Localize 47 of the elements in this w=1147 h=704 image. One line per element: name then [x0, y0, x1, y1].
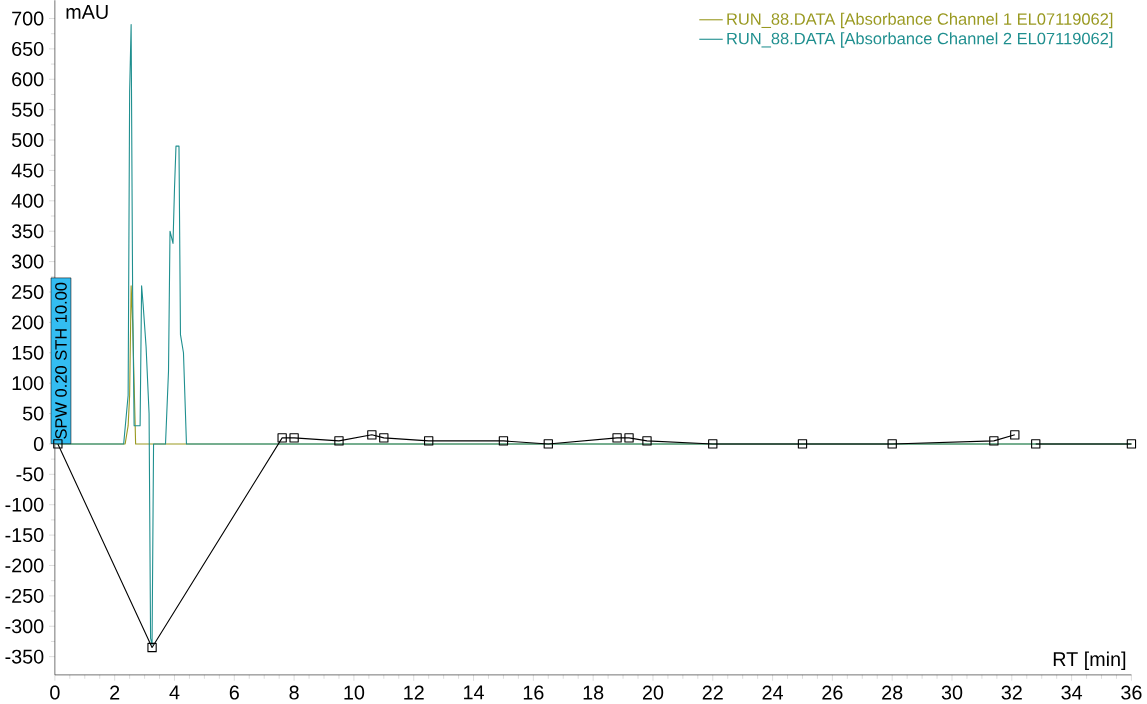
- x-tick-label: 24: [762, 685, 783, 700]
- x-tick-label: 32: [1001, 685, 1022, 700]
- x-axis-title: RT [min]: [1053, 651, 1126, 670]
- y-tick-label: 300: [11, 254, 44, 269]
- x-tick-label: 16: [523, 685, 544, 700]
- y-tick-label: -350: [5, 649, 44, 664]
- y-tick-label: 0: [33, 436, 44, 451]
- x-tick-label: 6: [229, 685, 239, 700]
- y-tick-label: 450: [11, 163, 44, 178]
- y-tick-label: 350: [11, 224, 44, 239]
- y-axis-title: mAU: [66, 5, 108, 19]
- x-tick-label: 18: [583, 685, 604, 700]
- x-tick-label: 2: [110, 685, 120, 700]
- y-tick-label: 600: [12, 72, 44, 87]
- x-tick-label: 8: [289, 685, 299, 700]
- x-tick-label: 10: [344, 685, 365, 700]
- y-tick-label: -300: [5, 619, 44, 634]
- y-tick-label: 550: [11, 102, 44, 117]
- x-tick-label: 14: [464, 685, 484, 700]
- x-tick-label: 4: [169, 685, 180, 700]
- y-tick-label: 700: [12, 11, 44, 26]
- x-tick-label: 0: [50, 685, 60, 700]
- y-tick-label: 400: [11, 193, 44, 208]
- annotation: STH 10.00: [55, 282, 67, 360]
- annotation: SPW 0.20: [55, 365, 67, 439]
- legend-label: RUN_88.DATA [Absorbance Channel 1 EL07119062]: [727, 12, 1113, 29]
- y-tick-label: -250: [5, 588, 44, 603]
- x-tick-label: 28: [882, 685, 903, 700]
- x-tick-label: 36: [1121, 685, 1142, 700]
- y-tick-label: 250: [12, 284, 44, 299]
- legend-label: RUN_88.DATA [Absorbance Channel 2 EL07119062]: [727, 32, 1113, 48]
- y-tick-label: -100: [5, 497, 44, 512]
- x-tick-label: 34: [1061, 685, 1083, 700]
- x-tick-label: 30: [941, 685, 963, 700]
- y-tick-label: 200: [12, 315, 44, 330]
- y-tick-label: -200: [5, 558, 44, 573]
- y-tick-label: 100: [12, 376, 44, 391]
- y-tick-label: -150: [5, 528, 44, 543]
- y-tick-label: 50: [22, 406, 44, 421]
- y-tick-label: 500: [11, 132, 44, 147]
- x-tick-label: 22: [702, 685, 723, 700]
- x-tick-label: 26: [822, 685, 843, 700]
- y-tick-label: -50: [16, 467, 44, 482]
- x-tick-label: 20: [642, 685, 664, 700]
- y-tick-label: 150: [12, 345, 44, 360]
- x-tick-label: 12: [404, 685, 424, 700]
- y-tick-label: 650: [12, 41, 44, 56]
